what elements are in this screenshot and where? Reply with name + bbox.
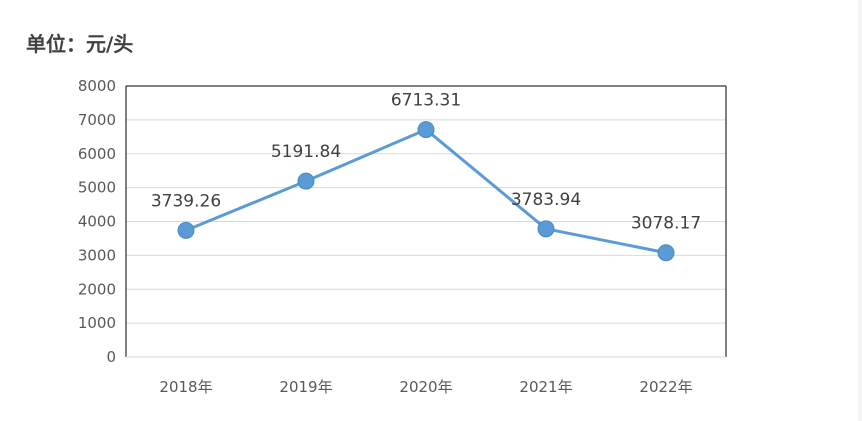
- x-tick-label: 2018年: [159, 378, 212, 396]
- x-tick-label: 2022年: [639, 378, 692, 396]
- y-tick-label: 5000: [78, 179, 116, 197]
- data-label: 6713.31: [391, 91, 461, 111]
- y-tick-label: 8000: [78, 77, 116, 95]
- y-tick-label: 4000: [78, 213, 116, 231]
- data-label: 3739.26: [151, 191, 221, 211]
- x-tick-label: 2020年: [399, 378, 452, 396]
- unit-label: 单位：元/头: [26, 32, 134, 56]
- data-point: [177, 221, 195, 239]
- y-tick-label: 7000: [78, 111, 116, 129]
- y-tick-label: 2000: [78, 280, 116, 298]
- y-tick-label: 6000: [78, 145, 116, 163]
- data-point: [657, 244, 675, 262]
- series-line: [185, 128, 667, 255]
- data-point: [417, 121, 435, 139]
- data-point: [297, 172, 315, 190]
- data-point: [537, 220, 555, 238]
- y-tick-label: 1000: [78, 314, 116, 332]
- right-edge: [858, 0, 862, 421]
- data-label: 3783.94: [511, 190, 581, 210]
- x-tick-label: 2019年: [279, 378, 332, 396]
- y-tick-label: 3000: [78, 246, 116, 264]
- x-tick-label: 2021年: [519, 378, 572, 396]
- data-label: 5191.84: [271, 142, 341, 162]
- y-tick-label: 0: [106, 348, 116, 366]
- data-label: 3078.17: [631, 214, 701, 234]
